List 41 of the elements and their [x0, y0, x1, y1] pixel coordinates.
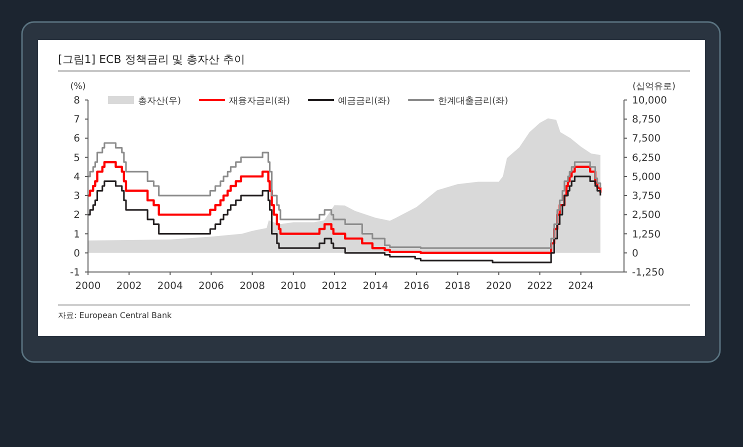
x-tick-label: 2006 [198, 281, 224, 292]
y-tick-label: 6 [74, 134, 80, 145]
x-tick-label: 2000 [75, 281, 101, 292]
legend-label: 재융자금리(좌) [229, 96, 290, 106]
x-tick-label: 2016 [404, 281, 430, 292]
y2-tick-label: 2,500 [632, 210, 661, 222]
y-tick-label: 0 [74, 248, 80, 260]
x-tick-label: 2010 [280, 281, 306, 292]
legend-label: 예금금리(좌) [338, 96, 390, 106]
y2-tick-label: 1,250 [632, 229, 661, 240]
x-tick-label: 2008 [240, 281, 266, 292]
y2-tick-label: 0 [632, 248, 638, 260]
legend-label: 한계대출금리(좌) [438, 96, 508, 106]
title: [그림1] ECB 정책금리 및 총자산 추이 [58, 53, 246, 66]
x-tick-label: 2012 [322, 281, 348, 292]
y-tick-label: 8 [74, 96, 80, 106]
x-tick-label: 2022 [527, 281, 553, 292]
y2-tick-label: -1,250 [632, 268, 664, 278]
y2-tick-label: 10,000 [632, 96, 667, 106]
y2-tick-label: 3,750 [632, 191, 661, 202]
x-tick-label: 2004 [157, 281, 183, 292]
y-tick-label: -1 [70, 268, 80, 278]
y-tick-label: 5 [74, 152, 80, 164]
x-tick-label: 2002 [116, 281, 142, 292]
y-tick-label: 1 [74, 229, 80, 240]
x-tick-label: 2024 [568, 281, 594, 292]
y2-tick-label: 6,250 [632, 152, 661, 164]
x-tick-label: 2014 [362, 281, 388, 292]
y2-tick-label: 7,500 [632, 134, 661, 145]
y2-axis-title: (십억유로) [632, 82, 676, 92]
y2-tick-label: 5,000 [632, 172, 661, 183]
x-tick-label: 2018 [444, 281, 470, 292]
x-tick-label: 2020 [486, 281, 512, 292]
y-axis-title: (%) [70, 82, 86, 92]
y2-tick-label: 8,750 [632, 114, 661, 126]
text: 자료: European Central Bank [58, 311, 172, 320]
y-tick-label: 3 [74, 191, 80, 202]
y-tick-label: 7 [74, 114, 80, 126]
y-tick-label: 4 [74, 172, 80, 183]
y-tick-label: 2 [74, 210, 80, 222]
legend-label: 총자산(우) [138, 96, 182, 106]
